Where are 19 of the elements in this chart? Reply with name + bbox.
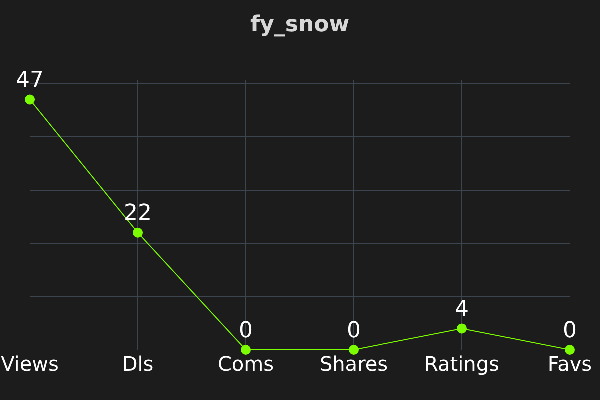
x-tick-label: Dls — [122, 352, 154, 376]
point — [565, 345, 575, 355]
data-label: 0 — [239, 318, 253, 344]
point — [241, 345, 251, 355]
x-tick-label: Coms — [218, 352, 274, 376]
data-label: 4 — [455, 296, 469, 322]
x-tick-label: Ratings — [424, 352, 500, 376]
data-label: 22 — [124, 201, 152, 226]
point — [133, 228, 143, 238]
x-tick-label: Views — [1, 352, 59, 376]
x-tick-label: Shares — [320, 352, 388, 376]
data-label: 0 — [347, 318, 361, 344]
point — [349, 345, 359, 355]
point — [457, 324, 467, 334]
chart-title: fy_snow — [250, 12, 350, 38]
data-label: 0 — [563, 318, 577, 344]
x-tick-label: Favs — [548, 352, 592, 376]
point — [25, 94, 35, 105]
data-label: 47 — [16, 68, 44, 93]
